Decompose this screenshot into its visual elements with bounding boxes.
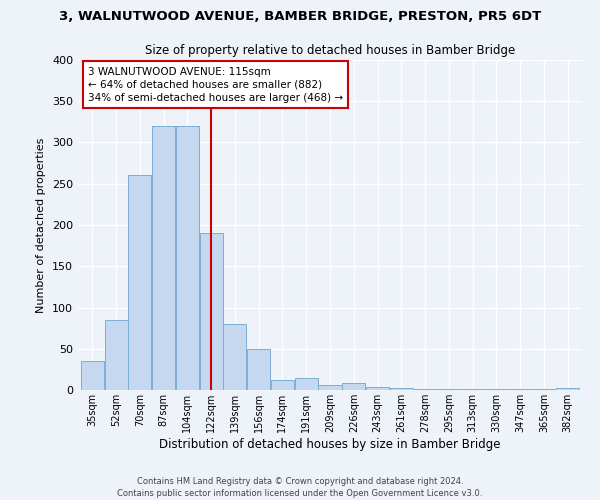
Bar bbox=[104, 320, 128, 390]
Bar bbox=[176, 126, 199, 390]
Bar bbox=[295, 378, 318, 390]
Bar bbox=[319, 385, 341, 390]
Bar bbox=[461, 389, 484, 390]
Bar bbox=[152, 126, 175, 390]
Bar bbox=[342, 382, 365, 390]
Bar bbox=[485, 389, 508, 390]
Bar bbox=[128, 176, 151, 390]
Bar bbox=[413, 389, 437, 390]
Bar bbox=[366, 386, 389, 390]
X-axis label: Distribution of detached houses by size in Bamber Bridge: Distribution of detached houses by size … bbox=[159, 438, 501, 450]
Bar bbox=[271, 380, 294, 390]
Bar bbox=[247, 349, 270, 390]
Bar bbox=[532, 389, 556, 390]
Text: 3 WALNUTWOOD AVENUE: 115sqm
← 64% of detached houses are smaller (882)
34% of se: 3 WALNUTWOOD AVENUE: 115sqm ← 64% of det… bbox=[88, 66, 343, 103]
Bar bbox=[509, 389, 532, 390]
Title: Size of property relative to detached houses in Bamber Bridge: Size of property relative to detached ho… bbox=[145, 44, 515, 58]
Bar bbox=[390, 388, 413, 390]
Bar bbox=[556, 388, 579, 390]
Text: 3, WALNUTWOOD AVENUE, BAMBER BRIDGE, PRESTON, PR5 6DT: 3, WALNUTWOOD AVENUE, BAMBER BRIDGE, PRE… bbox=[59, 10, 541, 23]
Y-axis label: Number of detached properties: Number of detached properties bbox=[37, 138, 46, 312]
Text: Contains HM Land Registry data © Crown copyright and database right 2024.
Contai: Contains HM Land Registry data © Crown c… bbox=[118, 476, 482, 498]
Bar bbox=[81, 361, 104, 390]
Bar bbox=[200, 233, 223, 390]
Bar bbox=[437, 389, 460, 390]
Bar bbox=[223, 324, 247, 390]
